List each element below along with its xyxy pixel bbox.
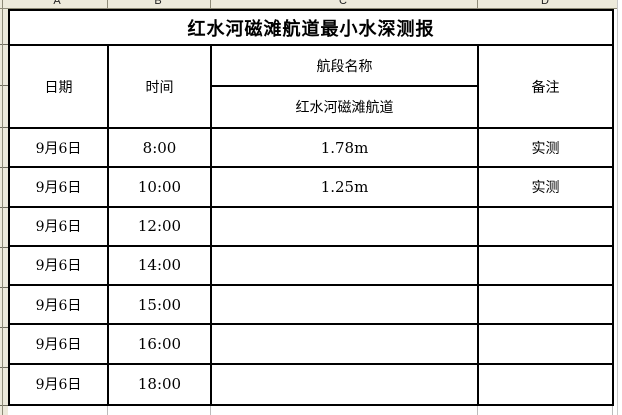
column-separator xyxy=(477,0,478,8)
report-title-cell[interactable]: 红水河磁滩航道最小水深测报 xyxy=(10,11,612,46)
remark-cell[interactable]: 实测 xyxy=(479,129,612,169)
row-separator xyxy=(0,287,8,288)
date-cell[interactable]: 9月6日 xyxy=(10,364,109,404)
date-cell[interactable]: 9月6日 xyxy=(10,286,109,326)
time-cell[interactable]: 10:00 xyxy=(109,168,212,208)
gridline-stub xyxy=(612,406,613,415)
depth-cell[interactable]: 1.78m xyxy=(212,129,479,169)
row-separator xyxy=(0,127,8,128)
header-remark-cell[interactable]: 备注 xyxy=(479,46,612,129)
row-separator xyxy=(0,247,8,248)
row-separator xyxy=(0,207,8,208)
remark-cell[interactable] xyxy=(479,325,612,365)
time-cell[interactable]: 16:00 xyxy=(109,325,212,365)
depth-cell[interactable] xyxy=(212,325,479,365)
gridline-stub xyxy=(107,406,108,415)
column-header-a[interactable]: A xyxy=(53,0,61,7)
date-cell[interactable]: 9月6日 xyxy=(10,129,109,169)
column-separator xyxy=(107,0,108,8)
header-segment-group-cell[interactable]: 航段名称 xyxy=(212,46,479,87)
column-letter-strip: A B C D xyxy=(0,0,617,9)
remark-cell[interactable] xyxy=(479,208,612,247)
row-separator xyxy=(0,167,8,168)
depth-cell[interactable]: 1.25m xyxy=(212,168,479,208)
time-cell[interactable]: 12:00 xyxy=(109,207,212,247)
depth-cell[interactable] xyxy=(212,207,479,247)
depth-cell[interactable] xyxy=(212,286,479,326)
column-header-b[interactable]: B xyxy=(154,0,162,7)
depth-cell[interactable] xyxy=(212,364,479,404)
remark-cell[interactable] xyxy=(479,286,612,326)
water-depth-report-table: 红水河磁滩航道最小水深测报 日期 时间 航段名称 备注 红水河磁滩航道 9月6日… xyxy=(8,9,614,406)
column-header-d[interactable]: D xyxy=(541,0,549,7)
date-cell[interactable]: 9月6日 xyxy=(10,325,109,365)
time-cell[interactable]: 15:00 xyxy=(109,286,212,326)
remark-cell[interactable]: 实测 xyxy=(479,168,612,208)
date-cell[interactable]: 9月6日 xyxy=(10,207,109,247)
remark-cell[interactable] xyxy=(479,247,612,287)
header-segment-name-cell[interactable]: 红水河磁滩航道 xyxy=(212,87,479,129)
column-separator xyxy=(210,0,211,8)
row-separator xyxy=(0,405,8,406)
sheet-corner-line xyxy=(2,0,3,415)
row-separator xyxy=(0,327,8,328)
depth-cell[interactable] xyxy=(212,246,479,287)
header-date-cell[interactable]: 日期 xyxy=(10,46,109,129)
row-separator xyxy=(0,85,8,86)
remark-cell[interactable] xyxy=(479,365,612,404)
row-separator xyxy=(0,44,8,45)
gridline-stub xyxy=(210,406,211,415)
header-time-cell[interactable]: 时间 xyxy=(109,46,212,129)
time-cell[interactable]: 18:00 xyxy=(109,364,212,404)
row-header-strip xyxy=(0,9,8,415)
time-cell[interactable]: 8:00 xyxy=(109,129,212,169)
column-header-c[interactable]: C xyxy=(339,0,347,7)
gridline-stub xyxy=(477,406,478,415)
gridline-right xyxy=(617,0,618,415)
date-cell[interactable]: 9月6日 xyxy=(10,168,109,208)
row-separator xyxy=(0,367,8,368)
time-cell[interactable]: 14:00 xyxy=(109,246,212,287)
date-cell[interactable]: 9月6日 xyxy=(10,246,109,287)
